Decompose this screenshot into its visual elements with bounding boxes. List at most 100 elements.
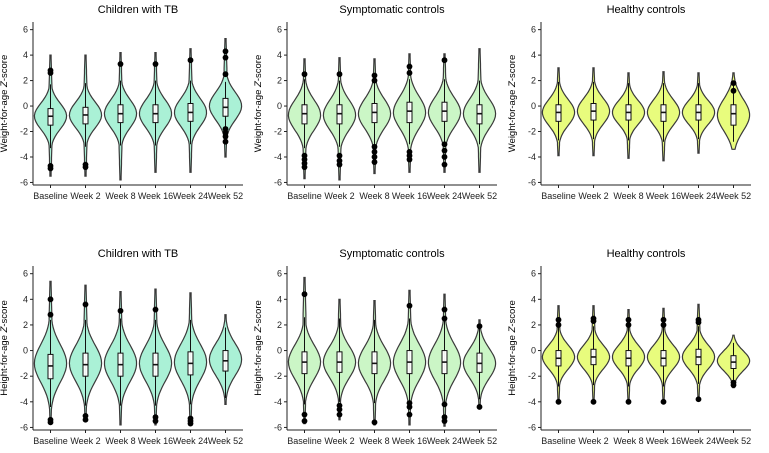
outlier-point xyxy=(371,72,378,79)
y-axis-label: Weight-for-age Z-score xyxy=(253,55,264,153)
panel-height-healthy-controls: Healthy controls Height-for-age Z-score -6… xyxy=(507,248,751,446)
outlier-point xyxy=(660,316,667,323)
outlier-point xyxy=(371,419,378,426)
x-tick-label: Week 16 xyxy=(392,436,427,446)
y-tick-label: 6 xyxy=(277,269,282,279)
outlier-point xyxy=(441,315,448,322)
outlier-point xyxy=(406,156,413,163)
y-axis-label: Weight-for-age Z-score xyxy=(507,55,518,153)
panel-weight-healthy-controls: Healthy controls Weight-for-age Z-score -6… xyxy=(507,4,751,201)
y-tick-label: 2 xyxy=(277,76,282,86)
y-tick-label: -6 xyxy=(528,422,536,432)
x-tick-label: Week 16 xyxy=(646,191,681,201)
x-tick-label: Week 52 xyxy=(462,436,497,446)
y-tick-label: 4 xyxy=(531,50,536,60)
outlier-point xyxy=(336,152,343,159)
panel-height-children-with-tb: Children with TB Height-for-age Z-score -6… xyxy=(0,248,243,446)
x-tick-label: Baseline xyxy=(287,191,322,201)
y-tick-label: 6 xyxy=(277,25,282,35)
outlier-point xyxy=(625,322,632,328)
y-axis-label: Weight-for-age Z-score xyxy=(0,55,10,153)
outlier-point xyxy=(222,138,229,145)
y-tick-label: 0 xyxy=(277,101,282,111)
outlier-point xyxy=(555,398,562,405)
outlier-point xyxy=(371,159,378,165)
x-tick-label: Week 2 xyxy=(70,191,100,201)
outlier-point xyxy=(730,87,737,94)
x-tick-label: Week 52 xyxy=(208,191,243,201)
outlier-point xyxy=(555,322,562,328)
outlier-point xyxy=(476,404,483,410)
y-tick-label: -4 xyxy=(274,397,282,407)
outlier-point xyxy=(82,416,89,423)
x-tick-label: Week 16 xyxy=(138,436,173,446)
outlier-point xyxy=(660,398,667,405)
y-tick-label: 6 xyxy=(531,269,536,279)
y-tick-label: -2 xyxy=(274,127,282,137)
panel-height-symptomatic-controls: Symptomatic controls Height-for-age Z-sco… xyxy=(253,248,497,446)
outlier-point xyxy=(47,311,54,318)
outlier-point xyxy=(222,71,229,78)
y-tick-label: 0 xyxy=(23,101,28,111)
y-tick-label: -6 xyxy=(274,422,282,432)
panel-title: Healthy controls xyxy=(607,248,686,260)
panel-title: Symptomatic controls xyxy=(339,4,445,16)
panel-title: Children with TB xyxy=(98,4,179,16)
outlier-point xyxy=(695,319,702,326)
outlier-point xyxy=(301,164,308,171)
x-tick-label: Baseline xyxy=(541,191,576,201)
y-tick-label: 2 xyxy=(23,320,28,330)
x-tick-label: Week 24 xyxy=(681,436,716,446)
y-tick-label: -2 xyxy=(528,371,536,381)
x-tick-label: Baseline xyxy=(541,436,576,446)
y-axis-label: Height-for-age Z-score xyxy=(253,300,264,396)
y-tick-label: -6 xyxy=(274,177,282,187)
outlier-point xyxy=(371,77,378,84)
box-week-52 xyxy=(730,104,737,126)
panel-title: Symptomatic controls xyxy=(339,248,445,260)
x-tick-label: Week 2 xyxy=(70,436,100,446)
outlier-point xyxy=(47,296,54,303)
outlier-point xyxy=(222,133,229,140)
outlier-point xyxy=(660,322,667,328)
outlier-point xyxy=(406,404,413,410)
outlier-point xyxy=(695,396,702,403)
y-tick-label: -2 xyxy=(20,371,28,381)
x-tick-label: Week 2 xyxy=(578,436,608,446)
outlier-point xyxy=(441,418,448,424)
y-tick-label: 6 xyxy=(23,269,28,279)
outlier-point xyxy=(371,148,378,155)
y-axis-label: Height-for-age Z-score xyxy=(507,300,518,396)
outlier-point xyxy=(441,306,448,313)
outlier-point xyxy=(441,161,448,168)
panel-title: Children with TB xyxy=(98,248,179,260)
outlier-point xyxy=(441,154,448,160)
panel-title: Healthy controls xyxy=(607,4,686,16)
x-tick-label: Week 24 xyxy=(427,436,462,446)
x-tick-label: Week 8 xyxy=(105,436,135,446)
panel-weight-symptomatic-controls: Symptomatic controls Weight-for-age Z-sco… xyxy=(253,4,497,201)
outlier-point xyxy=(301,418,308,424)
y-tick-label: 6 xyxy=(531,25,536,35)
outlier-point xyxy=(301,411,308,418)
outlier-point xyxy=(152,306,159,313)
x-tick-label: Week 8 xyxy=(359,191,389,201)
y-tick-label: 2 xyxy=(531,320,536,330)
outlier-point xyxy=(625,316,632,323)
outlier-point xyxy=(187,57,194,64)
outlier-point xyxy=(590,398,597,405)
outlier-point xyxy=(47,419,54,426)
y-tick-label: 2 xyxy=(531,76,536,86)
outlier-point xyxy=(222,54,229,61)
x-tick-label: Week 2 xyxy=(324,436,354,446)
outlier-point xyxy=(730,382,737,389)
x-tick-label: Baseline xyxy=(287,436,322,446)
outlier-point xyxy=(441,141,448,148)
outlier-point xyxy=(336,161,343,168)
y-tick-label: -4 xyxy=(528,152,536,162)
x-tick-label: Week 52 xyxy=(208,436,243,446)
y-axis-label: Height-for-age Z-score xyxy=(0,300,10,396)
outlier-point xyxy=(47,70,54,76)
y-tick-label: 2 xyxy=(23,76,28,86)
